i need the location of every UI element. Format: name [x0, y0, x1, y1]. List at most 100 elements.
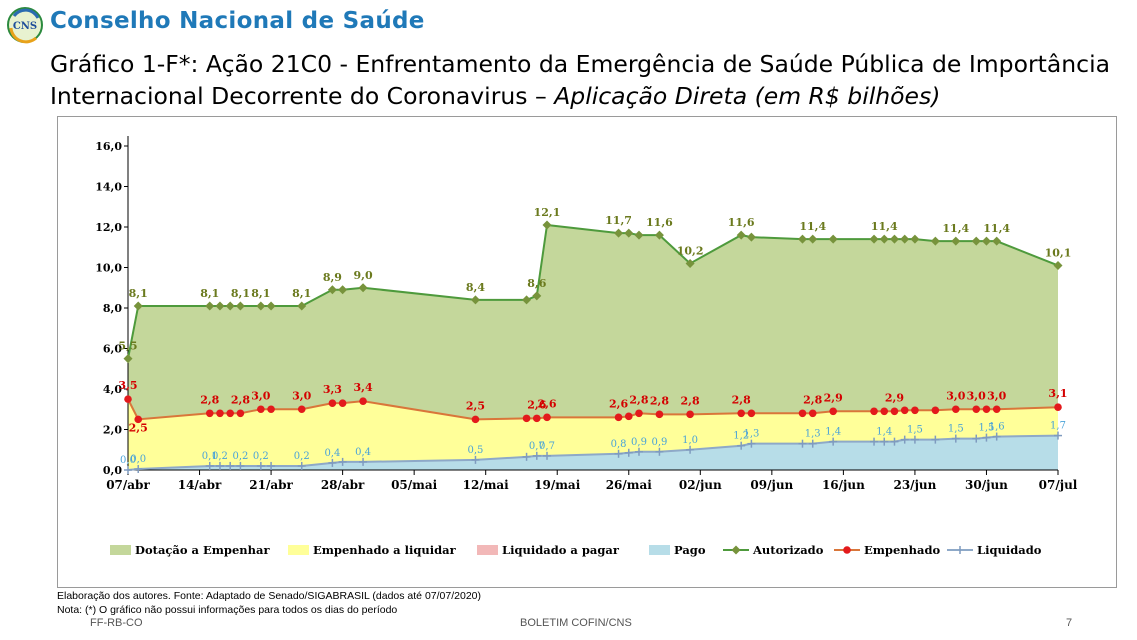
empenhado-marker [880, 407, 889, 416]
autorizado-label: 11,4 [942, 222, 969, 235]
autorizado-marker [1053, 260, 1063, 270]
empenhado-marker [992, 405, 1001, 414]
x-tick-label: 02/jun [679, 478, 722, 492]
y-tick-label: 12,0 [95, 221, 122, 234]
area-dotacao-a-empenhar [128, 224, 1058, 420]
autorizado-marker [266, 301, 276, 311]
autorizado-marker [992, 236, 1002, 246]
legend-swatch [477, 545, 498, 555]
empenhado-marker [655, 410, 664, 419]
area-chart: 0,0 2,0 4,0 6,0 8,0 10,0 12,0 14,0 16,0 07/abr 14/… [95, 136, 1078, 557]
autorizado-marker [532, 291, 542, 301]
chart-container: 0,0 2,0 4,0 6,0 8,0 10,0 12,0 14,0 16,0 07/abr 14/… [57, 116, 1117, 588]
autorizado-marker [736, 230, 746, 240]
liquidado-label: 0,2 [232, 451, 248, 462]
empenhado-marker [257, 405, 265, 414]
autorizado-marker [685, 258, 695, 268]
x-tick-label: 26/mai [606, 478, 653, 492]
legend-label: Empenhado a liquidar [313, 543, 457, 557]
empenhado-marker [614, 413, 623, 422]
liquidado-label: 0,4 [355, 447, 371, 458]
legend-marker [843, 546, 851, 554]
autorizado-marker [522, 295, 532, 305]
empenhado-label: 3,0 [251, 389, 270, 402]
empenhado-marker [522, 414, 531, 423]
empenhado-label: 3,0 [292, 389, 311, 402]
empenhado-label: 3,4 [353, 381, 372, 394]
liquidado-label: 1,6 [989, 422, 1005, 433]
autorizado-marker [205, 301, 215, 311]
autorizado-label: 5,5 [118, 340, 137, 353]
autorizado-marker [297, 301, 307, 311]
empenhado-marker [870, 407, 878, 416]
area-empenhado-a-liquidar [128, 399, 1058, 470]
x-tick-label: 16/jun [822, 478, 865, 492]
autorizado-marker [828, 234, 838, 244]
autorizado-label: 11,4 [983, 222, 1010, 235]
area-pago [128, 435, 1058, 470]
source-note: Elaboração dos autores. Fonte: Adaptado … [57, 590, 481, 602]
autorizado-label: 8,6 [527, 277, 546, 290]
legend-swatch [288, 545, 309, 555]
empenhado-marker [267, 405, 275, 414]
empenhado-marker [532, 414, 541, 423]
liquidado-label: 0,2 [294, 451, 310, 462]
autorizado-marker [358, 283, 368, 293]
empenhado-marker [952, 405, 960, 414]
empenhado-marker [205, 409, 214, 418]
autorizado-label: 10,1 [1045, 246, 1072, 259]
empenhado-marker [982, 405, 991, 414]
liquidado-label: 1,5 [907, 425, 923, 436]
autorizado-marker [133, 301, 143, 311]
empenhado-label: 2,8 [200, 393, 219, 406]
empenhado-marker [338, 399, 347, 407]
autorizado-marker [338, 285, 348, 295]
liquidado-label: 0,7 [539, 441, 555, 452]
autorizado-label: 8,1 [251, 287, 270, 300]
empenhado-marker [747, 409, 756, 418]
autorizado-marker [634, 230, 644, 240]
empenhado-marker [359, 397, 367, 405]
liquidado-label: 0,5 [468, 445, 484, 456]
empenhado-marker [808, 409, 817, 418]
empenhado-marker [624, 412, 633, 421]
legend-swatch [110, 545, 131, 555]
x-tick-label: 05/mai [391, 478, 438, 492]
y-tick-label: 2,0 [103, 424, 122, 437]
autorizado-label: 9,0 [353, 269, 372, 282]
empenhado-marker [226, 409, 234, 418]
empenhado-label: 2,9 [824, 391, 843, 404]
liquidado-label: 1,0 [682, 435, 698, 446]
liquidado-label: 1,4 [876, 427, 892, 438]
y-tick-label: 10,0 [95, 262, 122, 275]
empenhado-marker [829, 407, 837, 416]
liquidado-label: 0,9 [651, 437, 667, 448]
liquidado-label: 0,0 [120, 455, 136, 466]
empenhado-label: 2,8 [650, 394, 669, 407]
autorizado-label: 8,9 [323, 271, 342, 284]
empenhado-label: 3,0 [946, 389, 965, 402]
empenhado-marker [798, 409, 807, 418]
empenhado-marker [900, 406, 909, 415]
liquidado-label: 0,7 [529, 441, 545, 452]
legend-label: Liquidado a pagar [502, 543, 620, 557]
empenhado-marker [911, 406, 919, 415]
y-tick-label: 6,0 [103, 343, 122, 356]
liquidado-label: 0,2 [253, 451, 269, 462]
y-tick-label: 14,0 [95, 181, 122, 194]
y-tick-label: 4,0 [103, 383, 122, 396]
autorizado-marker [225, 301, 235, 311]
empenhado-label: 3,5 [118, 379, 137, 392]
autorizado-label: 8,1 [129, 287, 148, 300]
x-tick-label: 30/jun [965, 478, 1008, 492]
autorizado-marker [123, 354, 133, 364]
autorizado-label: 11,4 [799, 220, 826, 233]
autorizado-marker [215, 301, 225, 311]
liquidado-label: 0,8 [611, 439, 627, 450]
liquidado-label: 1,3 [743, 429, 759, 440]
autorizado-marker [981, 236, 991, 246]
autorizado-marker [624, 228, 634, 238]
liquidado-label: 0,1 [202, 451, 218, 462]
empenhado-label: 2,5 [129, 421, 148, 434]
empenhado-marker [686, 410, 694, 419]
